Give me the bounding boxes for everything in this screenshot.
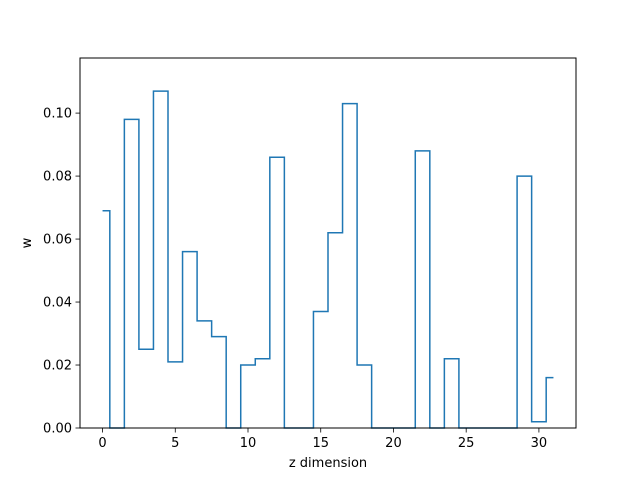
y-tick-label: 0.04 — [43, 296, 72, 311]
y-axis-label: w — [20, 237, 35, 248]
x-tick-label: 5 — [171, 436, 179, 451]
x-tick-label: 20 — [385, 436, 402, 451]
x-tick-label: 0 — [98, 436, 106, 451]
x-tick-label: 15 — [312, 436, 329, 451]
y-tick-label: 0.08 — [43, 170, 72, 185]
x-tick-label: 10 — [240, 436, 257, 451]
x-tick-label: 30 — [531, 436, 548, 451]
x-axis-label: z dimension — [289, 456, 367, 471]
y-tick-label: 0.06 — [43, 233, 72, 248]
y-tick-label: 0.10 — [43, 107, 72, 122]
y-tick-label: 0.00 — [43, 422, 72, 437]
x-axis-ticks: 0 5 10 15 20 25 30 — [98, 428, 547, 451]
x-tick-label: 25 — [458, 436, 475, 451]
plot-frame — [79, 57, 577, 429]
y-tick-label: 0.02 — [43, 359, 72, 374]
y-axis-ticks: 0.00 0.02 0.04 0.06 0.08 0.10 — [43, 107, 80, 437]
